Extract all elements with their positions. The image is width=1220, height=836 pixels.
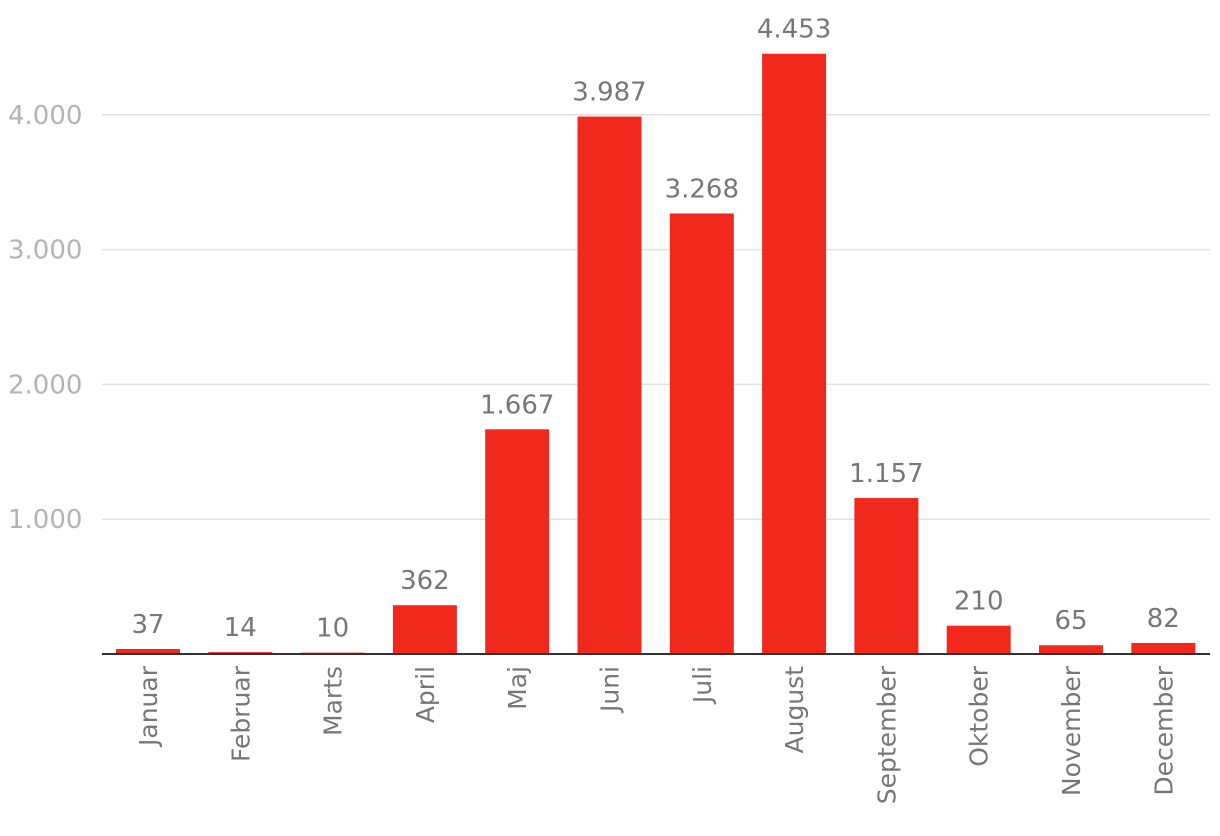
- bar-september: [854, 498, 919, 654]
- data-label-oktober: 210: [954, 587, 1004, 617]
- x-tick-label-september: September: [872, 665, 901, 804]
- data-label-januar: 37: [131, 610, 164, 640]
- data-label-marts: 10: [316, 614, 349, 644]
- bar-november: [1039, 645, 1103, 654]
- bars: [116, 53, 1196, 655]
- data-label-maj: 1.667: [480, 390, 554, 420]
- y-tick-label: 1.000: [8, 505, 82, 535]
- x-tick-label-juni: Juni: [596, 666, 625, 714]
- data-label-juli: 3.268: [665, 174, 739, 204]
- x-tick-label-maj: Maj: [503, 666, 532, 710]
- data-label-februar: 14: [224, 613, 257, 643]
- x-tick-label-august: August: [780, 666, 809, 754]
- data-label-december: 82: [1147, 604, 1180, 634]
- data-label-april: 362: [400, 566, 450, 596]
- y-tick-label: 2.000: [8, 370, 82, 400]
- gridlines: [102, 114, 1210, 520]
- x-tick-label-januar: Januar: [134, 665, 163, 748]
- data-label-september: 1.157: [849, 459, 923, 489]
- bar-december: [1131, 642, 1196, 654]
- bar-august: [762, 53, 827, 655]
- data-labels: 37 14 10 362 1.667 3.987 3.268 4.453 1.157 210 65 8…: [131, 15, 1179, 644]
- data-label-juni: 3.987: [572, 78, 646, 108]
- y-tick-label: 4.000: [8, 101, 82, 131]
- x-axis-tick-labels: Januar Februar Marts April Maj Juni Juli August…: [134, 665, 1178, 804]
- x-tick-label-februar: Februar: [226, 665, 255, 762]
- y-axis-tick-labels: 1.000 2.000 3.000 4.000: [8, 101, 82, 535]
- x-tick-label-juli: Juli: [688, 666, 717, 705]
- x-tick-label-marts: Marts: [319, 666, 348, 736]
- x-tick-label-april: April: [411, 666, 440, 723]
- bar-oktober: [946, 625, 1011, 654]
- y-tick-label: 3.000: [8, 236, 82, 266]
- bar-juni: [577, 116, 642, 655]
- bar-april: [392, 605, 457, 654]
- x-tick-label-november: November: [1057, 665, 1086, 796]
- bar-juli: [669, 213, 734, 654]
- bar-januar: [116, 649, 180, 654]
- x-tick-label-december: December: [1149, 665, 1178, 795]
- x-tick-label-oktober: Oktober: [965, 665, 994, 767]
- bar-maj: [485, 429, 550, 654]
- data-label-november: 65: [1054, 606, 1087, 636]
- data-label-august: 4.453: [757, 15, 831, 45]
